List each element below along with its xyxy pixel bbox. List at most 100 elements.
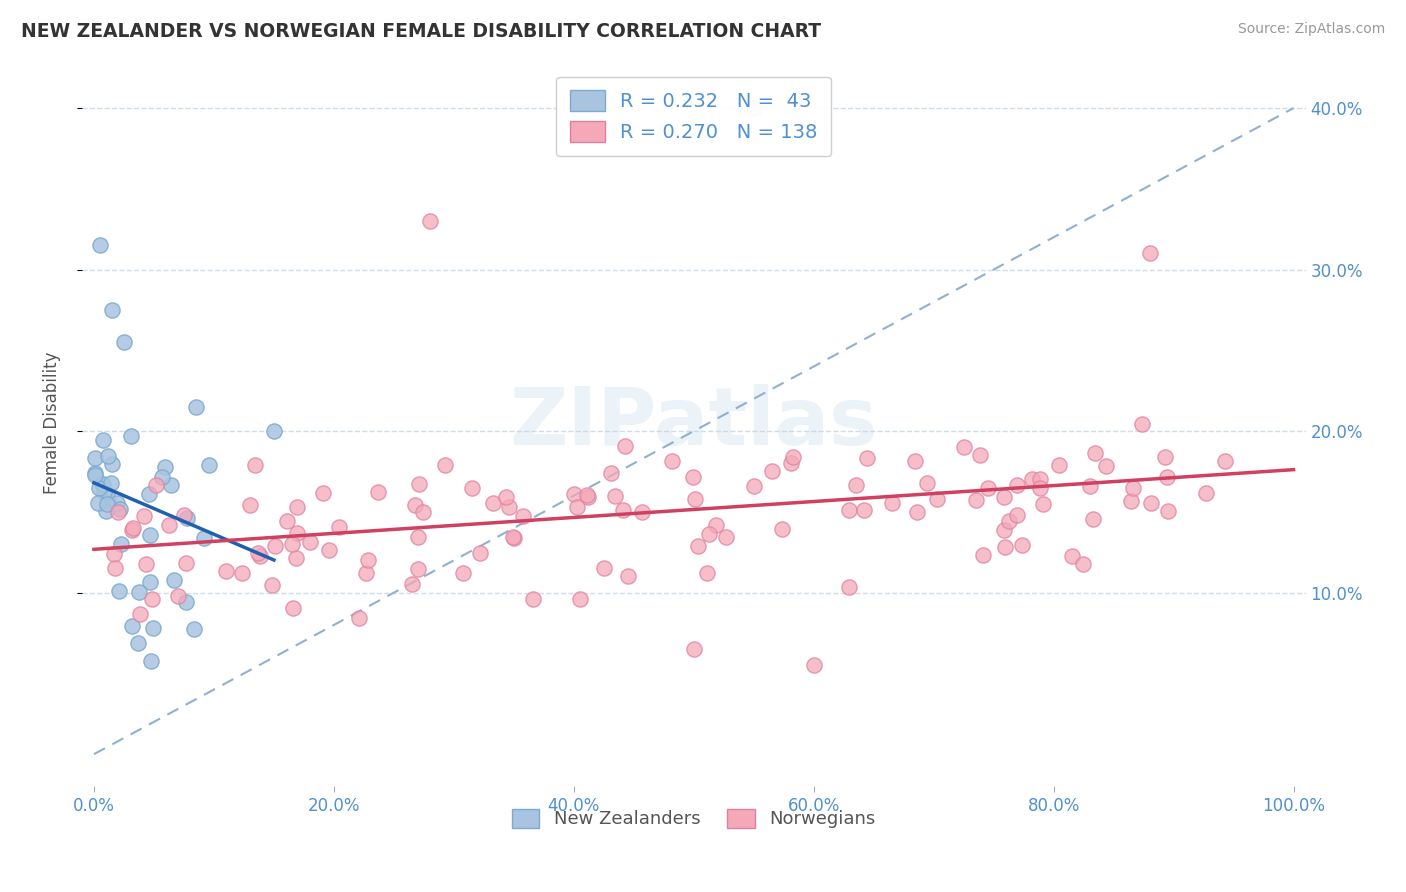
Point [84,468,107,483]
Point [993,540,1015,554]
Point [714,531,737,545]
Point [522,592,544,607]
Point [742,479,765,493]
Point [145,478,167,492]
Point [1062,549,1084,563]
Point [89,238,111,252]
Point [567,500,589,514]
Point [1071,557,1094,571]
Point [141,592,163,607]
Point [904,454,927,468]
Point [246,546,269,560]
Point [121,523,143,537]
Point [969,448,991,462]
Point [285,500,308,515]
Point [603,489,626,503]
Point [1021,472,1043,486]
Point [1032,497,1054,511]
Point [328,520,350,534]
Point [120,429,142,443]
Point [197,458,219,473]
Point [1095,459,1118,474]
Point [433,458,456,472]
Point [600,467,623,481]
Point [96,503,118,517]
Point [419,214,441,228]
Point [697,526,720,541]
Point [406,562,429,576]
Point [110,502,132,516]
Point [281,601,304,615]
Point [925,491,948,506]
Point [1122,481,1144,495]
Point [132,508,155,523]
Point [696,566,718,581]
Point [686,539,709,553]
Point [576,490,599,504]
Point [367,485,389,500]
Point [347,611,370,625]
Point [84,451,107,466]
Point [152,470,174,484]
Point [997,514,1019,528]
Point [105,496,128,510]
Point [803,658,825,673]
Point [404,498,426,512]
Point [318,542,340,557]
Point [661,454,683,468]
Point [682,642,704,657]
Point [215,565,238,579]
Point [357,553,380,567]
Point [1011,538,1033,552]
Point [853,503,876,517]
Point [103,547,125,561]
Point [406,530,429,544]
Point [121,619,143,633]
Point [97,494,120,508]
Point [299,534,322,549]
Point [90,477,112,491]
Point [952,440,974,454]
Text: Source: ZipAtlas.com: Source: ZipAtlas.com [1237,22,1385,37]
Point [592,561,614,575]
Point [84,466,107,480]
Point [276,514,298,528]
Point [761,464,783,478]
Point [1005,477,1028,491]
Point [512,509,534,524]
Point [965,493,987,508]
Point [838,502,860,516]
Point [706,517,728,532]
Point [135,558,157,572]
Legend: New Zealanders, Norwegians: New Zealanders, Norwegians [505,802,883,836]
Point [993,490,1015,504]
Point [482,495,505,509]
Point [770,522,793,536]
Point [285,526,308,541]
Text: NEW ZEALANDER VS NORWEGIAN FEMALE DISABILITY CORRELATION CHART: NEW ZEALANDER VS NORWEGIAN FEMALE DISABI… [21,22,821,41]
Point [97,449,120,463]
Point [263,424,285,438]
Y-axis label: Female Disability: Female Disability [44,351,60,494]
Point [263,539,285,553]
Point [568,592,591,607]
Point [993,524,1015,538]
Point [112,335,135,350]
Point [312,486,335,500]
Point [183,622,205,636]
Point [239,498,262,512]
Point [845,477,868,491]
Point [1121,494,1143,508]
Point [245,458,267,472]
Point [280,537,302,551]
Point [1029,472,1052,486]
Point [260,578,283,592]
Point [104,560,127,574]
Point [408,477,430,491]
Point [612,502,634,516]
Point [972,548,994,562]
Point [562,487,585,501]
Point [576,488,599,502]
Point [153,460,176,475]
Point [157,518,180,533]
